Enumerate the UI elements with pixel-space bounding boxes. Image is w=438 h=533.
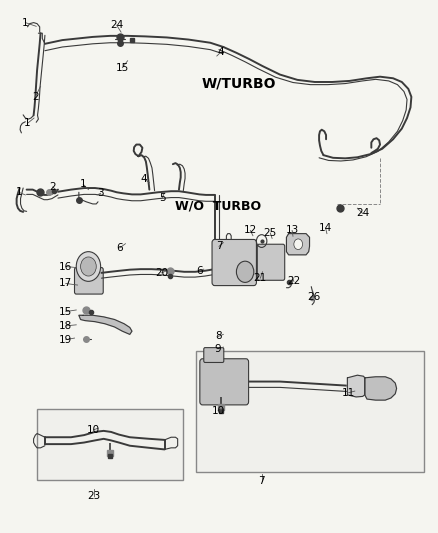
Text: 26: 26 [307,292,321,302]
Text: 6: 6 [196,266,203,276]
Text: 12: 12 [244,225,257,236]
Text: 15: 15 [59,306,72,317]
Text: 10: 10 [212,406,225,416]
Polygon shape [286,233,310,255]
Polygon shape [347,375,365,397]
Text: 22: 22 [287,276,300,286]
FancyBboxPatch shape [257,244,285,280]
Circle shape [294,239,303,249]
Text: 9: 9 [215,344,222,354]
Text: 20: 20 [155,268,168,278]
Text: 1: 1 [80,179,87,189]
Text: 21: 21 [254,273,267,283]
Text: 17: 17 [59,278,72,288]
Text: 15: 15 [116,63,129,72]
Bar [37,409,184,480]
Text: 18: 18 [59,321,72,331]
Text: 16: 16 [59,262,72,271]
Text: 19: 19 [59,335,72,345]
Text: 4: 4 [141,174,148,184]
Circle shape [81,257,96,276]
Text: 1: 1 [22,18,28,28]
Circle shape [237,261,254,282]
Text: 14: 14 [319,223,332,233]
Text: 2: 2 [32,92,39,102]
Text: W/O  TURBO: W/O TURBO [176,199,261,212]
Polygon shape [79,316,132,334]
Text: 7: 7 [258,477,265,486]
Text: 4: 4 [218,47,225,56]
Text: W/TURBO: W/TURBO [201,77,276,91]
Text: 11: 11 [342,387,355,398]
Text: 25: 25 [264,228,277,238]
Text: 5: 5 [159,192,166,203]
Text: 3: 3 [97,188,104,198]
Text: 8: 8 [215,332,222,342]
Text: 10: 10 [87,425,100,435]
Text: 13: 13 [286,225,299,236]
Text: 7: 7 [215,241,223,252]
Text: 2: 2 [49,182,56,192]
Polygon shape [365,377,396,400]
FancyBboxPatch shape [74,268,103,294]
Circle shape [76,252,101,281]
FancyBboxPatch shape [200,359,249,405]
Text: 1: 1 [15,187,22,197]
Bar [196,351,424,472]
Text: 1: 1 [24,118,31,128]
Text: 24: 24 [110,20,124,30]
Text: 6: 6 [117,243,123,253]
FancyBboxPatch shape [204,348,224,362]
FancyBboxPatch shape [212,239,256,286]
Text: 23: 23 [87,490,100,500]
Text: 24: 24 [356,208,369,219]
